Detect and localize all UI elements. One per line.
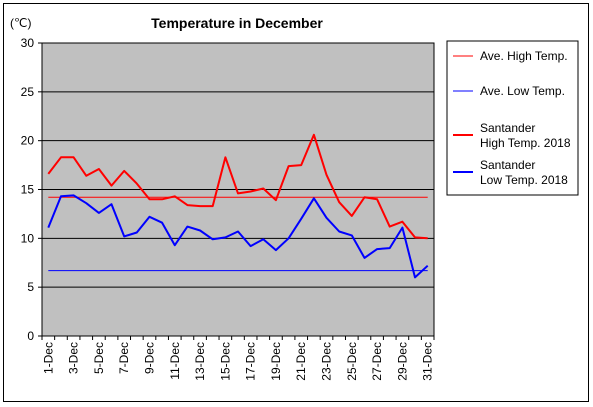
series-line-4 — [47, 194, 429, 279]
x-tick-label: 19-Dec — [269, 342, 283, 381]
x-tick-label: 13-Dec — [193, 342, 207, 381]
x-tick-label: 11-Dec — [168, 342, 182, 380]
chart-title: Temperature in December — [151, 15, 323, 31]
x-tick-label: 3-Dec — [67, 342, 81, 374]
x-tick-label: 21-Dec — [294, 342, 308, 381]
y-tick-label: 30 — [21, 36, 35, 50]
x-tick-label: 9-Dec — [142, 342, 156, 374]
x-tick-label: 17-Dec — [244, 342, 258, 381]
legend-label-line2: High Temp. 2018 — [480, 136, 571, 150]
x-tick-label: 15-Dec — [218, 342, 232, 381]
x-tick-label: 1-Dec — [41, 342, 55, 374]
legend-box — [446, 40, 579, 196]
y-tick-label: 25 — [21, 85, 35, 99]
y-tick-label: 15 — [21, 183, 35, 197]
y-tick-label: 20 — [21, 134, 35, 148]
series-line-3 — [47, 133, 428, 240]
x-tick-label: 31-Dec — [421, 342, 435, 381]
x-tick-label: 7-Dec — [117, 342, 131, 374]
x-tick-label: 27-Dec — [370, 342, 384, 381]
legend-label: Ave. Low Temp. — [480, 84, 565, 98]
x-tick-label: 5-Dec — [92, 342, 106, 374]
x-tick-label: 23-Dec — [320, 342, 334, 381]
y-tick-label: 0 — [27, 329, 34, 343]
x-tick-label: 25-Dec — [345, 342, 359, 381]
x-tick-label: 29-Dec — [395, 342, 409, 381]
legend-label: Ave. High Temp. — [480, 49, 568, 63]
legend-label-line2: Low Temp. 2018 — [480, 173, 568, 187]
y-tick-label: 10 — [21, 231, 35, 245]
legend-label: Santander — [480, 158, 535, 172]
y-tick-label: 5 — [27, 280, 34, 294]
y-unit-label: (℃) — [10, 16, 31, 30]
legend-label: Santander — [480, 121, 535, 135]
